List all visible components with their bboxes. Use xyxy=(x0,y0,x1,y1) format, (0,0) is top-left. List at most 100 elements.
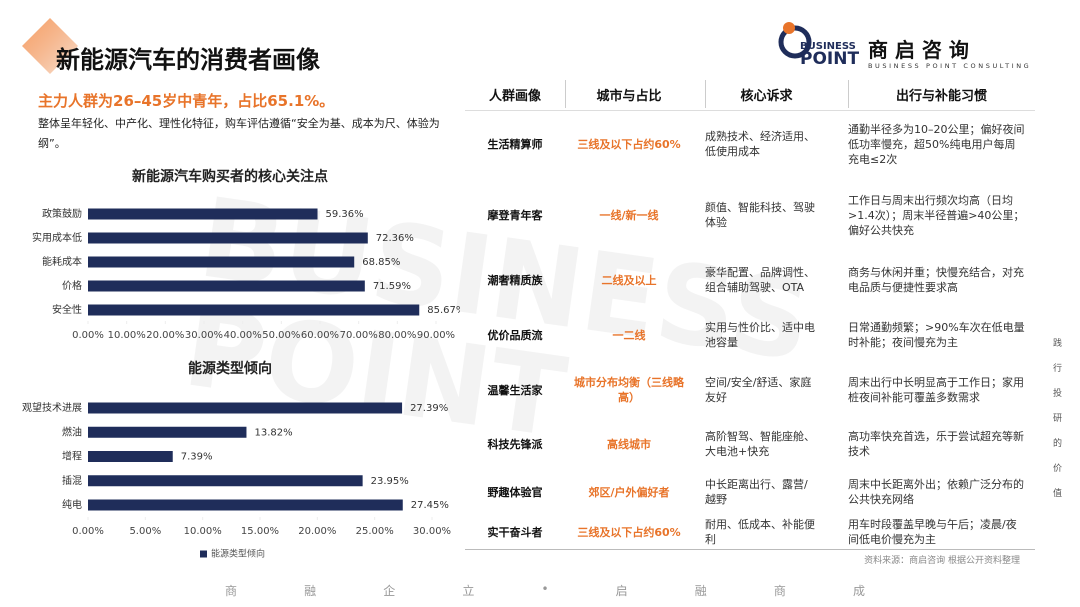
x-tick-label: 5.00% xyxy=(129,526,161,537)
category-label: 观望技术进展 xyxy=(22,401,82,414)
table-cell: 商务与休闲并重；快慢充结合，对充电品质与便捷性要求高 xyxy=(848,266,1024,294)
footer-char: 融 xyxy=(304,584,317,598)
footer-char: 成 xyxy=(852,584,865,598)
legend-swatch xyxy=(200,550,207,558)
x-tick-label: 30.00% xyxy=(185,330,223,341)
value-label: 85.67% xyxy=(427,305,460,316)
column-header: 核心诉求 xyxy=(740,88,793,104)
table-bottom-rule xyxy=(465,549,1035,550)
table-cell: 郊区/户外偏好者 xyxy=(588,485,670,499)
table-cell: 周末出行中长明显高于工作日；家用桩夜间补能可覆盖多数需求 xyxy=(848,376,1024,404)
table-cell: 用车时段覆盖早晚与午后；凌晨/夜间低电价慢充为主 xyxy=(848,518,1017,546)
table-cell: 成熟技术、经济适用、低使用成本 xyxy=(705,130,815,158)
column-header: 出行与补能习惯 xyxy=(895,88,987,104)
x-tick-label: 20.00% xyxy=(298,526,336,537)
table-cell: 空间/安全/舒适、家庭友好 xyxy=(705,376,812,404)
logo-bottom: POINT xyxy=(800,49,860,69)
value-label: 27.45% xyxy=(411,500,449,511)
table-cell: 生活精算师 xyxy=(487,137,543,151)
table-cell: 摩登青年客 xyxy=(487,208,543,222)
source: 资料来源：商启咨询 根据公开资料整理 xyxy=(864,556,1020,566)
bar xyxy=(88,499,403,511)
table-cell: 豪华配置、品牌调性、组合辅助驾驶、OTA xyxy=(705,266,815,294)
chart-title: 能源类型倾向 xyxy=(188,360,272,377)
bar xyxy=(88,256,355,268)
table-cell: 高功率快充首选，乐于尝试超充等新技术 xyxy=(848,430,1024,458)
value-label: 59.36% xyxy=(326,209,364,220)
bar xyxy=(88,402,403,414)
bar xyxy=(88,232,368,244)
header-divider xyxy=(705,80,706,108)
header-divider xyxy=(565,80,566,108)
table-cell: 实用与性价比、适中电池容量 xyxy=(705,321,815,349)
category-label: 纯电 xyxy=(62,498,82,511)
table-cell: 二线及以上 xyxy=(601,273,657,287)
table-cell: 颜值、智能科技、驾驶体验 xyxy=(705,201,815,229)
category-label: 能耗成本 xyxy=(42,255,82,268)
column-header: 人群画像 xyxy=(488,88,541,104)
category-label: 插混 xyxy=(62,474,82,487)
category-label: 安全性 xyxy=(52,303,82,316)
slide-title: 新能源汽车的消费者画像 xyxy=(56,46,320,74)
footer-char: 商 xyxy=(225,584,238,598)
category-label: 实用成本低 xyxy=(32,231,82,244)
footer-char: 立 xyxy=(462,584,475,598)
table-cell: 通勤半径多为10–20公里；偏好夜间低功率慢充，超50%纯电用户每周充电≤2次 xyxy=(848,122,1025,166)
table-cell: 高阶智驾、智能座舱、大电池+快充 xyxy=(705,430,815,458)
header-divider xyxy=(848,80,849,108)
x-tick-label: 20.00% xyxy=(146,330,184,341)
table-cell: 城市分布均衡（三线略高） xyxy=(574,376,684,404)
x-tick-label: 10.00% xyxy=(184,526,222,537)
x-tick-label: 25.00% xyxy=(356,526,394,537)
table-cell: 中长距离出行、露营/越野 xyxy=(705,478,808,506)
category-label: 燃油 xyxy=(62,425,82,438)
x-tick-label: 0.00% xyxy=(72,330,104,341)
value-label: 71.59% xyxy=(373,281,411,292)
column-header: 城市与占比 xyxy=(596,88,662,104)
category-label: 增程 xyxy=(62,450,82,463)
side-text: 践行投研的价值 xyxy=(1051,338,1061,513)
table-cell: 耐用、低成本、补能便利 xyxy=(705,518,815,546)
x-tick-label: 40.00% xyxy=(224,330,262,341)
table-cell: 实干奋斗者 xyxy=(487,525,543,539)
bar xyxy=(88,208,318,220)
value-label: 72.36% xyxy=(376,233,414,244)
table-cell: 日常通勤频繁；>90%车次在低电量时补能；夜间慢充为主 xyxy=(848,321,1025,349)
value-label: 23.95% xyxy=(371,476,409,487)
table-cell: 工作日与周末出行频次均高（日均>1.4次）；周末半径普遍>40公里；偏好公共快充 xyxy=(848,193,1025,237)
x-tick-label: 30.00% xyxy=(413,526,451,537)
logo-tagline: BUSINESS POINT CONSULTING xyxy=(868,62,1032,70)
table-cell: 周末中长距离外出；依赖广泛分布的公共快充网络 xyxy=(848,478,1024,506)
x-tick-label: 15.00% xyxy=(241,526,279,537)
footer-char: • xyxy=(541,582,549,596)
table-cell: 三线及以下占约60% xyxy=(577,137,681,151)
legend-label: 能源类型倾向 xyxy=(211,548,265,560)
title-diamond xyxy=(22,18,78,74)
x-tick-label: 90.00% xyxy=(417,330,455,341)
x-tick-label: 70.00% xyxy=(340,330,378,341)
x-tick-label: 50.00% xyxy=(262,330,300,341)
table-cell: 一线/新一线 xyxy=(599,208,659,222)
bar xyxy=(88,451,173,462)
table-cell: 一二线 xyxy=(612,328,646,342)
bar xyxy=(88,475,363,487)
chart-title: 新能源汽车购买者的核心关注点 xyxy=(132,168,328,185)
category-label: 政策鼓励 xyxy=(42,207,82,220)
logo-dot xyxy=(783,22,795,34)
bar xyxy=(88,280,365,292)
logo-top: BUSINESS xyxy=(800,41,856,52)
description: 整体呈年轻化、中产化、理性化特征，购车评估遵循“安全为基、成本为尺、体验为纲”。 xyxy=(38,117,440,150)
header-rule xyxy=(465,110,1035,111)
logo-name: 商 启 咨 询 xyxy=(868,38,969,62)
footer-char: 商 xyxy=(773,584,786,598)
footer-char: 启 xyxy=(615,584,628,598)
x-tick-label: 0.00% xyxy=(72,526,104,537)
footer-char: 融 xyxy=(694,584,707,598)
footer-char: 企 xyxy=(383,584,396,598)
bar xyxy=(88,426,247,438)
table-cell: 科技先锋派 xyxy=(487,437,543,451)
footer: 商 融 企 立 • 启 融 商 成 xyxy=(225,582,865,599)
